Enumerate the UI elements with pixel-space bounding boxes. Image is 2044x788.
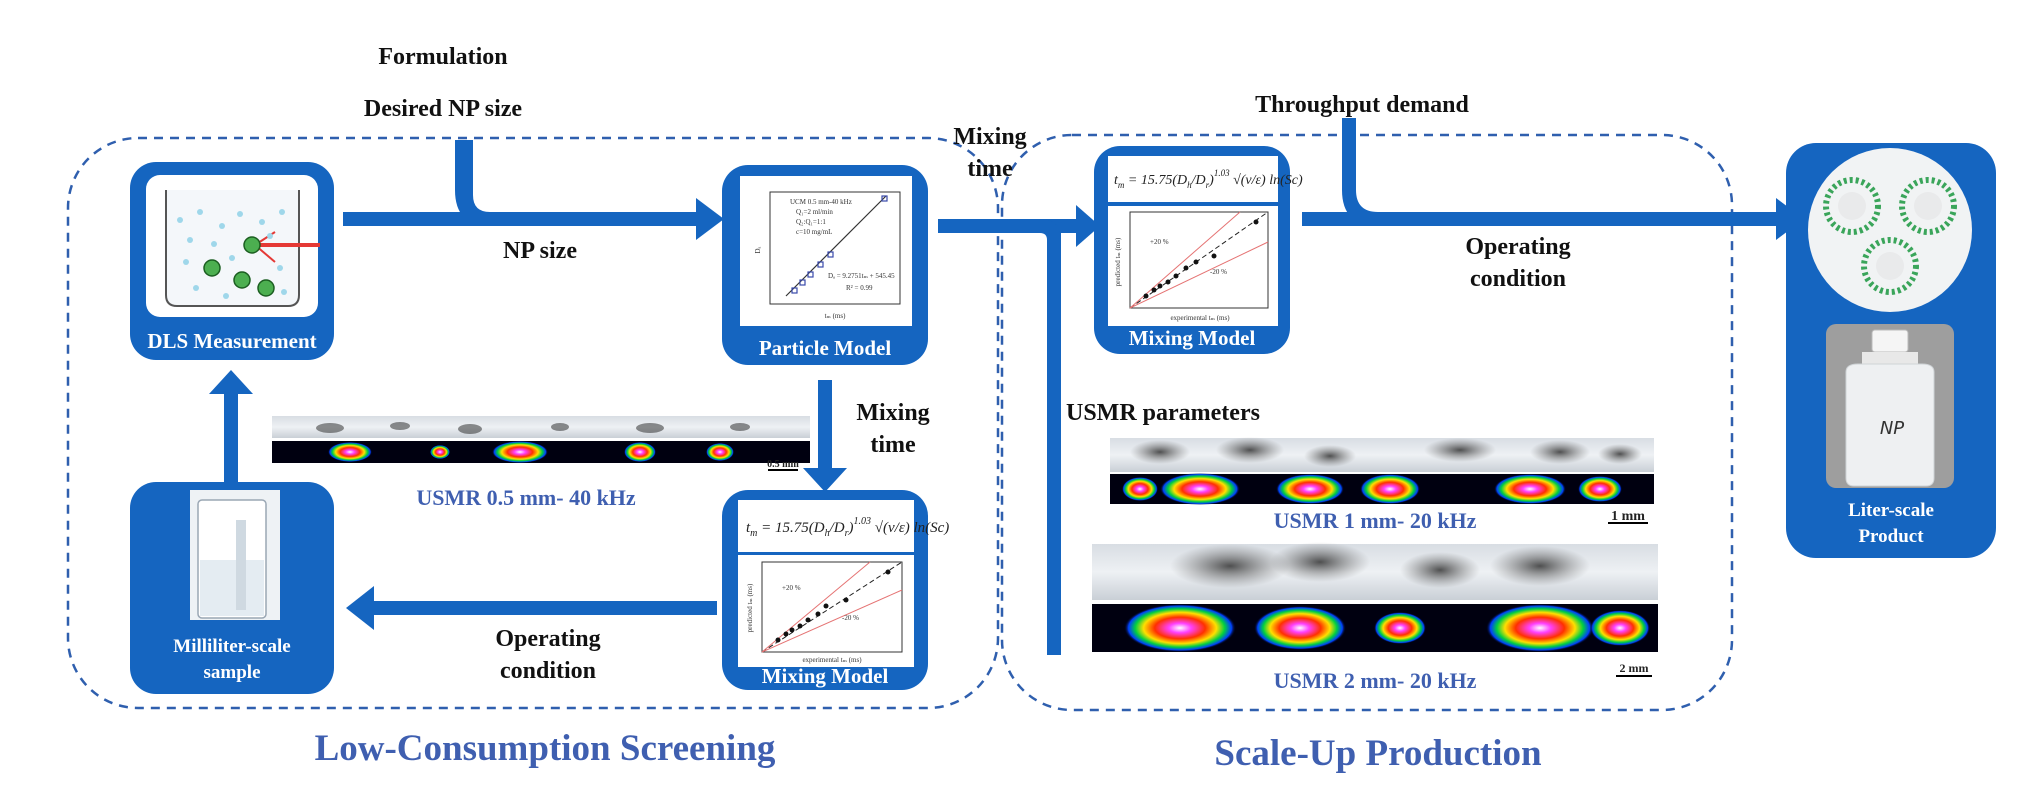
operating-left-shaft <box>372 601 717 615</box>
usmr-large-scale: 2 mm <box>1620 661 1649 675</box>
particle-legend-3: Q₂:Q₁=1:1 <box>796 218 826 226</box>
liter-product-box: NP Liter-scale Product <box>1786 143 1996 558</box>
mixing-minus-right: -20 % <box>1210 268 1227 276</box>
usmr-small-scale: 0.5 mm <box>767 459 799 470</box>
liter-title-1: Liter-scale <box>1848 500 1934 521</box>
mixing-ylabel-right: predicted tₘ (ms) <box>1114 237 1122 286</box>
mixing-time-down-label-2: time <box>870 432 916 458</box>
small-particles-icon <box>177 209 287 299</box>
particles-icon <box>203 236 275 297</box>
mixing-time-mid-label-2: time <box>967 156 1013 182</box>
particle-model-title: Particle Model <box>759 336 892 360</box>
liter-title-2: Product <box>1858 526 1924 547</box>
np-size-arrowhead <box>696 198 724 240</box>
section-title-left: Low-Consumption Screening <box>315 728 776 769</box>
mixing-formula-right: tm = 15.75(Dh/Dr)1.03 √(ν/ε) ln(Sc) <box>1114 168 1303 190</box>
throughput-connector <box>1342 118 1378 226</box>
dls-box: DLS Measurement <box>130 162 334 360</box>
operating-left-label-2: condition <box>500 658 596 684</box>
usmr-large-image: 2 mm <box>1092 542 1658 677</box>
usmr-mid-label: USMR 1 mm- 20 kHz <box>1274 508 1477 533</box>
milliliter-title-2: sample <box>204 662 261 683</box>
mixing-xlabel-right: experimental tₘ (ms) <box>1170 314 1230 322</box>
np-size-arrow-shaft <box>343 212 698 226</box>
rotor-icons <box>1823 177 1957 295</box>
particle-legend-1: UCM 0.5 mm-40 kHz <box>790 198 852 206</box>
mixing-model-left-title: Mixing Model <box>762 664 889 688</box>
mixing-time-down-shaft <box>818 380 832 470</box>
np-size-label: NP size <box>503 238 577 264</box>
operating-right-label-2: condition <box>1470 266 1566 292</box>
usmr-parameters-label: USMR parameters <box>1066 400 1260 426</box>
sample-to-dls-head <box>209 370 253 394</box>
cuvette-icon <box>165 190 300 307</box>
mixing-time-mid-head <box>1076 205 1100 247</box>
mixing-time-down-head <box>803 468 847 492</box>
formulation-label: Formulation <box>378 44 507 70</box>
particle-fit-eq: Dₐ = 9.2751tₘ + 545.45 <box>828 272 895 280</box>
mixing-ylabel-left: predicted tₘ (ms) <box>746 583 754 632</box>
scale-up-container <box>1000 133 1734 712</box>
particle-legend-2: Q₁=2 ml/min <box>796 208 833 216</box>
mixing-time-mid-label-1: Mixing <box>953 124 1026 150</box>
sample-to-dls-shaft <box>224 392 238 482</box>
bottle-cap-icon <box>1871 329 1909 353</box>
mixing-points-left <box>775 569 891 643</box>
particle-xlabel: tₘ (ms) <box>825 312 846 320</box>
mixing-formula-left: tm = 15.75(Dh/Dr)1.03 √(ν/ε) ln(Sc) <box>746 516 949 539</box>
mixing-minus-left: -20 % <box>842 614 859 622</box>
particle-ylabel: Dₐ <box>754 246 762 253</box>
usmr-mid-image: 1 mm <box>1110 437 1654 524</box>
mixing-time-down-label-1: Mixing <box>856 400 929 426</box>
dls-title: DLS Measurement <box>147 329 316 353</box>
mixing-model-right-box: tm = 15.75(Dh/Dr)1.03 √(ν/ε) ln(Sc) +20 … <box>1094 146 1303 354</box>
operating-left-label-1: Operating <box>495 626 600 652</box>
particle-points <box>791 195 888 294</box>
mixing-points-right <box>1143 219 1259 299</box>
bottle-icon <box>1845 363 1935 487</box>
np-size-input-connector <box>455 140 490 226</box>
bottle-label: NP <box>1880 418 1904 439</box>
milliliter-title-1: Milliliter-scale <box>173 636 290 657</box>
mixing-model-right-title: Mixing Model <box>1129 326 1256 350</box>
operating-left-head <box>346 586 374 630</box>
mixing-xlabel-left: experimental tₘ (ms) <box>802 656 862 664</box>
mixer-dish-icon <box>1808 148 1972 312</box>
usmr-small-label: USMR 0.5 mm- 40 kHz <box>416 485 636 510</box>
operating-right-label-1: Operating <box>1465 234 1570 260</box>
arrows <box>209 118 1804 655</box>
usmr-small-image: 0.5 mm <box>272 416 810 471</box>
mixing-plus-left: +20 % <box>782 584 801 592</box>
desired-np-size-label: Desired NP size <box>364 96 523 122</box>
operating-right-shaft <box>1302 212 1778 226</box>
particle-r2: R² = 0.99 <box>846 284 873 292</box>
section-title-right: Scale-Up Production <box>1214 733 1542 774</box>
particle-legend-4: c=10 mg/mL <box>796 228 832 236</box>
usmr-large-label: USMR 2 mm- 20 kHz <box>1274 668 1477 693</box>
throughput-demand-label: Throughput demand <box>1255 92 1469 118</box>
particle-fit-line <box>785 195 887 297</box>
usmr-parameters-vertical <box>1047 233 1061 655</box>
usmr-mid-scale: 1 mm <box>1611 509 1645 524</box>
mixing-model-left-box: tm = 15.75(Dh/Dr)1.03 √(ν/ε) ln(Sc) +20 … <box>722 490 949 690</box>
mixing-plus-right: +20 % <box>1150 238 1169 246</box>
particle-model-box: UCM 0.5 mm-40 kHz Q₁=2 ml/min Q₂:Q₁=1:1 … <box>722 165 928 365</box>
milliliter-sample-box: Milliliter-scale sample <box>130 482 334 694</box>
